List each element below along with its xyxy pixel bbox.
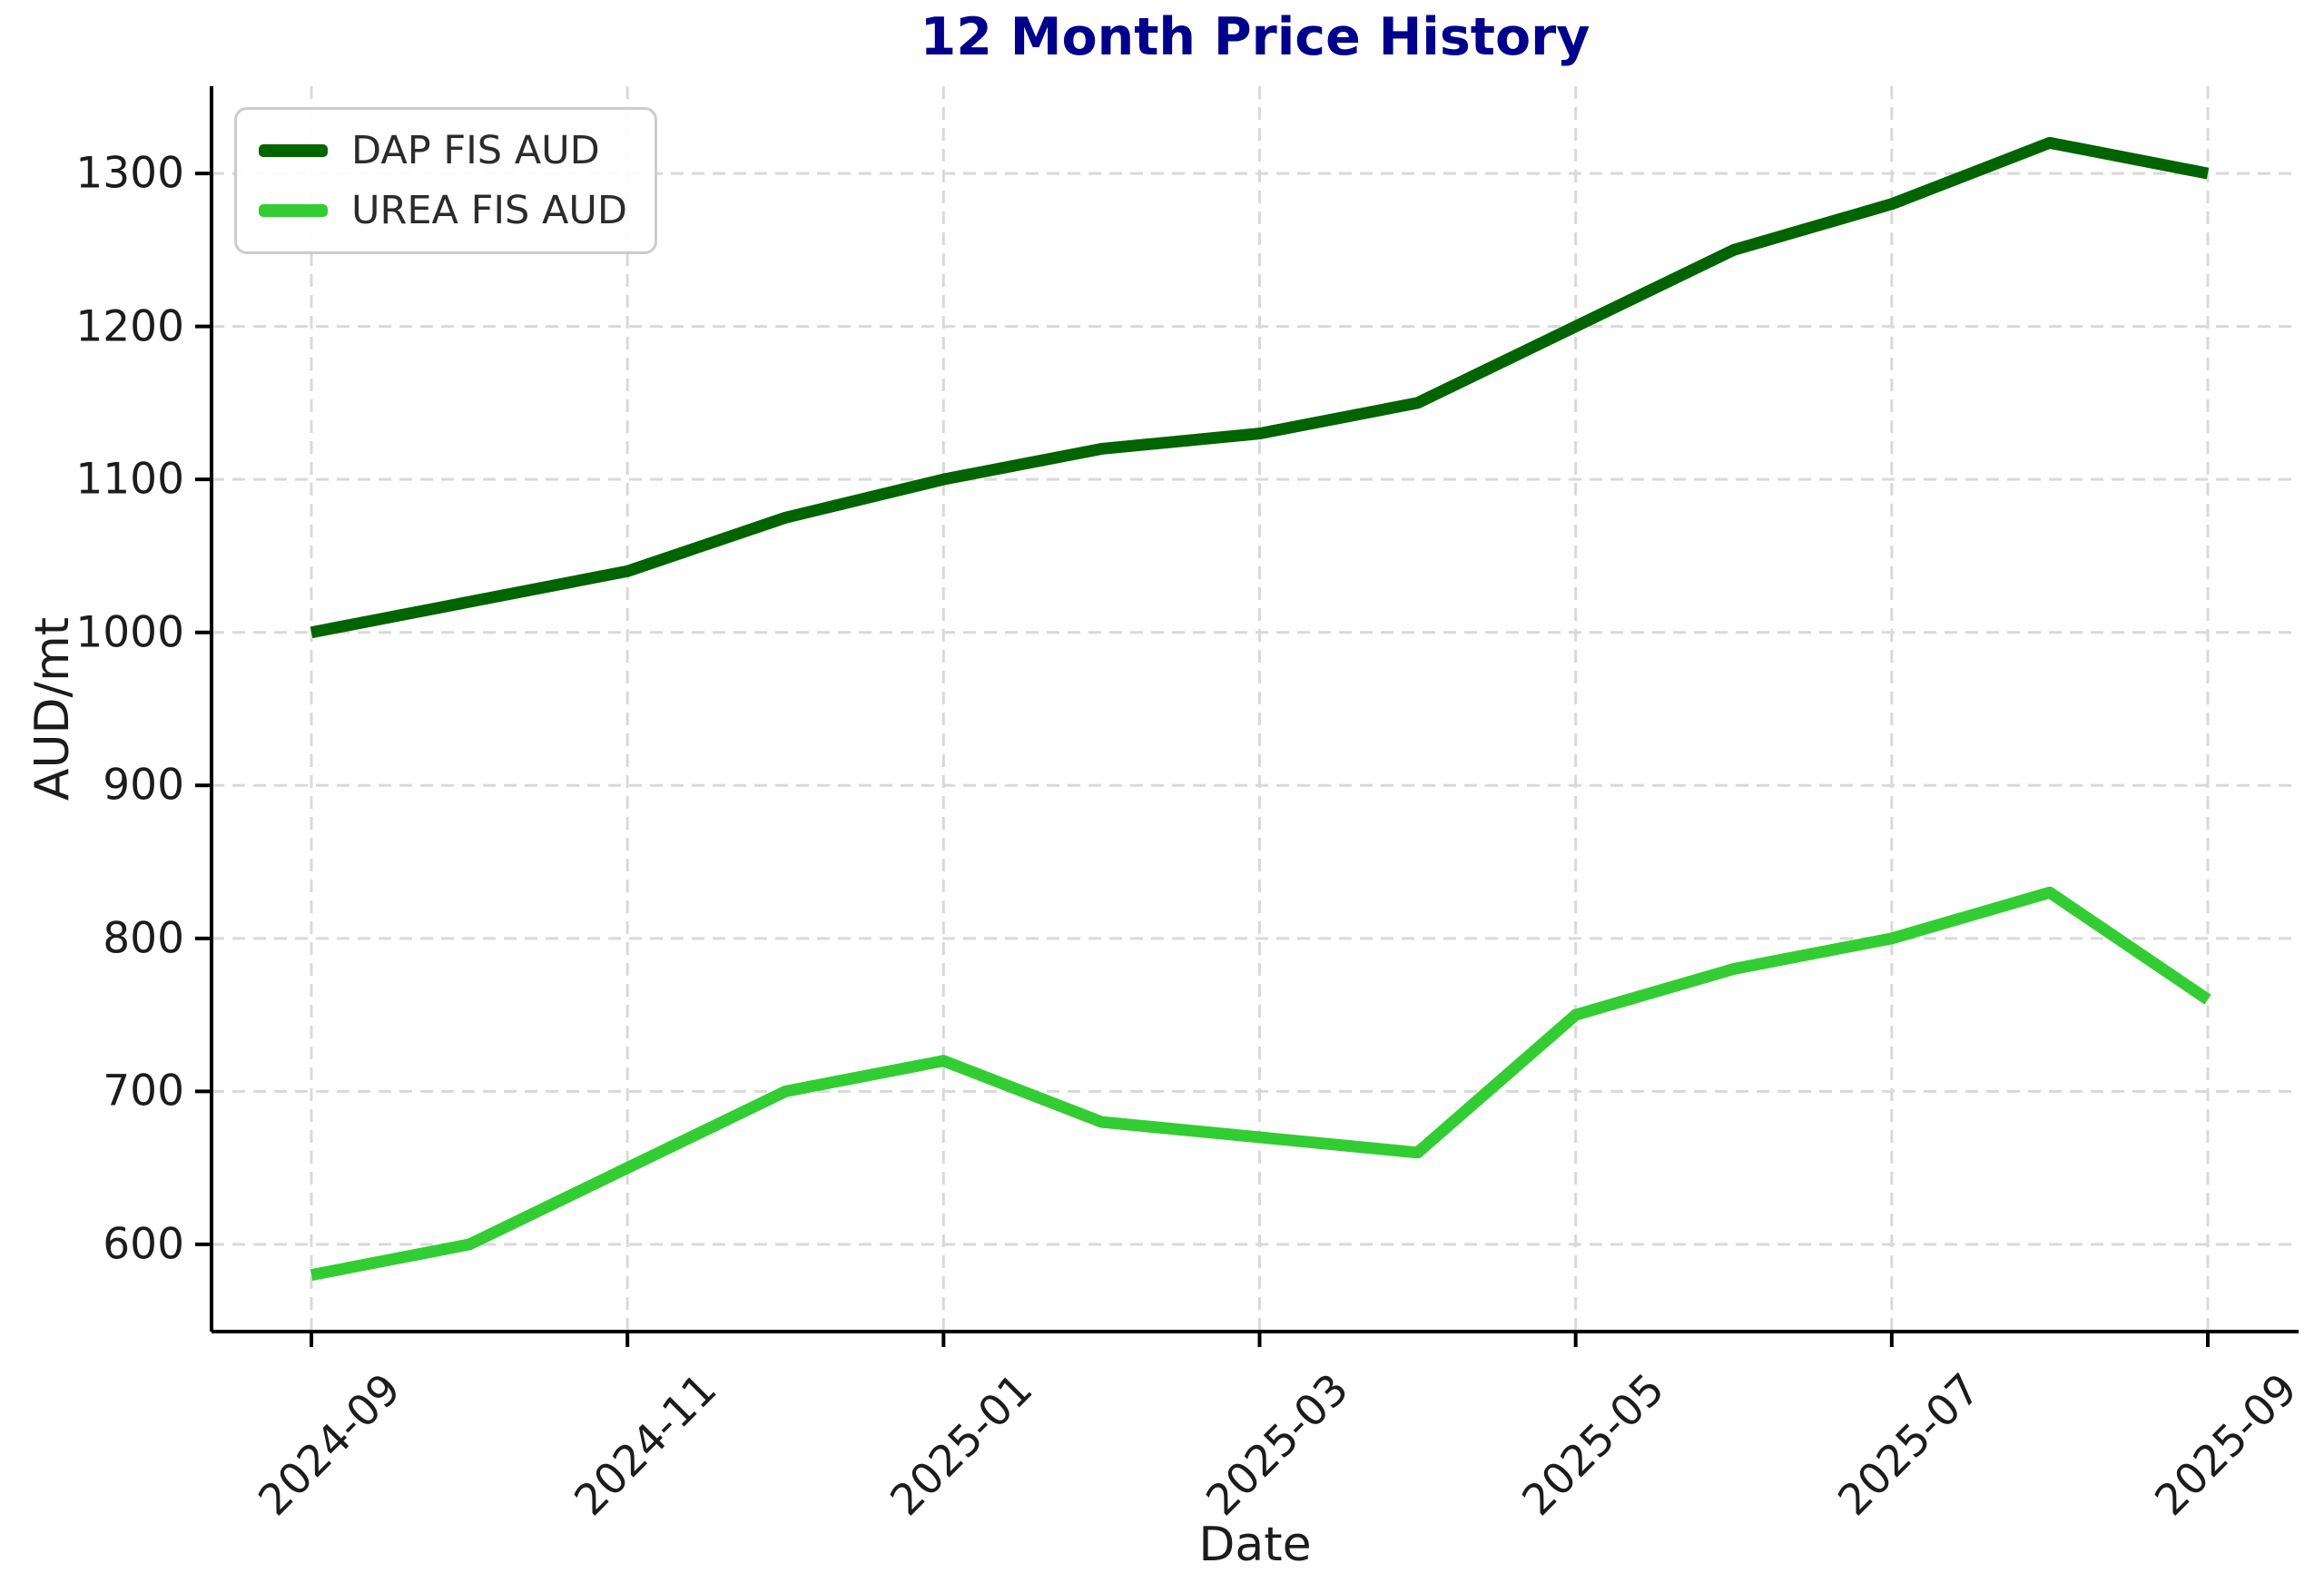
y-tick-label: 800 [103,913,184,964]
y-tick-label: 1100 [75,454,184,505]
legend-label-dap: DAP FIS AUD [351,128,600,173]
dap-fis-aud-line [310,136,2210,639]
legend-entry-urea: UREA FIS AUD [259,188,627,233]
legend-entry-dap: DAP FIS AUD [259,128,627,173]
y-tick-label: 600 [103,1219,184,1270]
urea-line-swatch-icon [259,204,328,217]
legend-label-urea: UREA FIS AUD [351,188,627,233]
y-tick-label: 1000 [75,607,184,658]
legend: DAP FIS AUD UREA FIS AUD [234,107,657,254]
y-tick-label: 700 [103,1066,184,1116]
chart-title: 12 Month Price History [920,7,1590,67]
dap-line-swatch-icon [259,144,328,157]
urea-fis-aud-line [310,886,2211,1282]
x-axis-label: Date [1198,1518,1312,1572]
y-tick-label: 1200 [75,301,184,352]
y-tick-label: 900 [103,760,184,811]
y-tick-label: 1300 [75,148,184,199]
